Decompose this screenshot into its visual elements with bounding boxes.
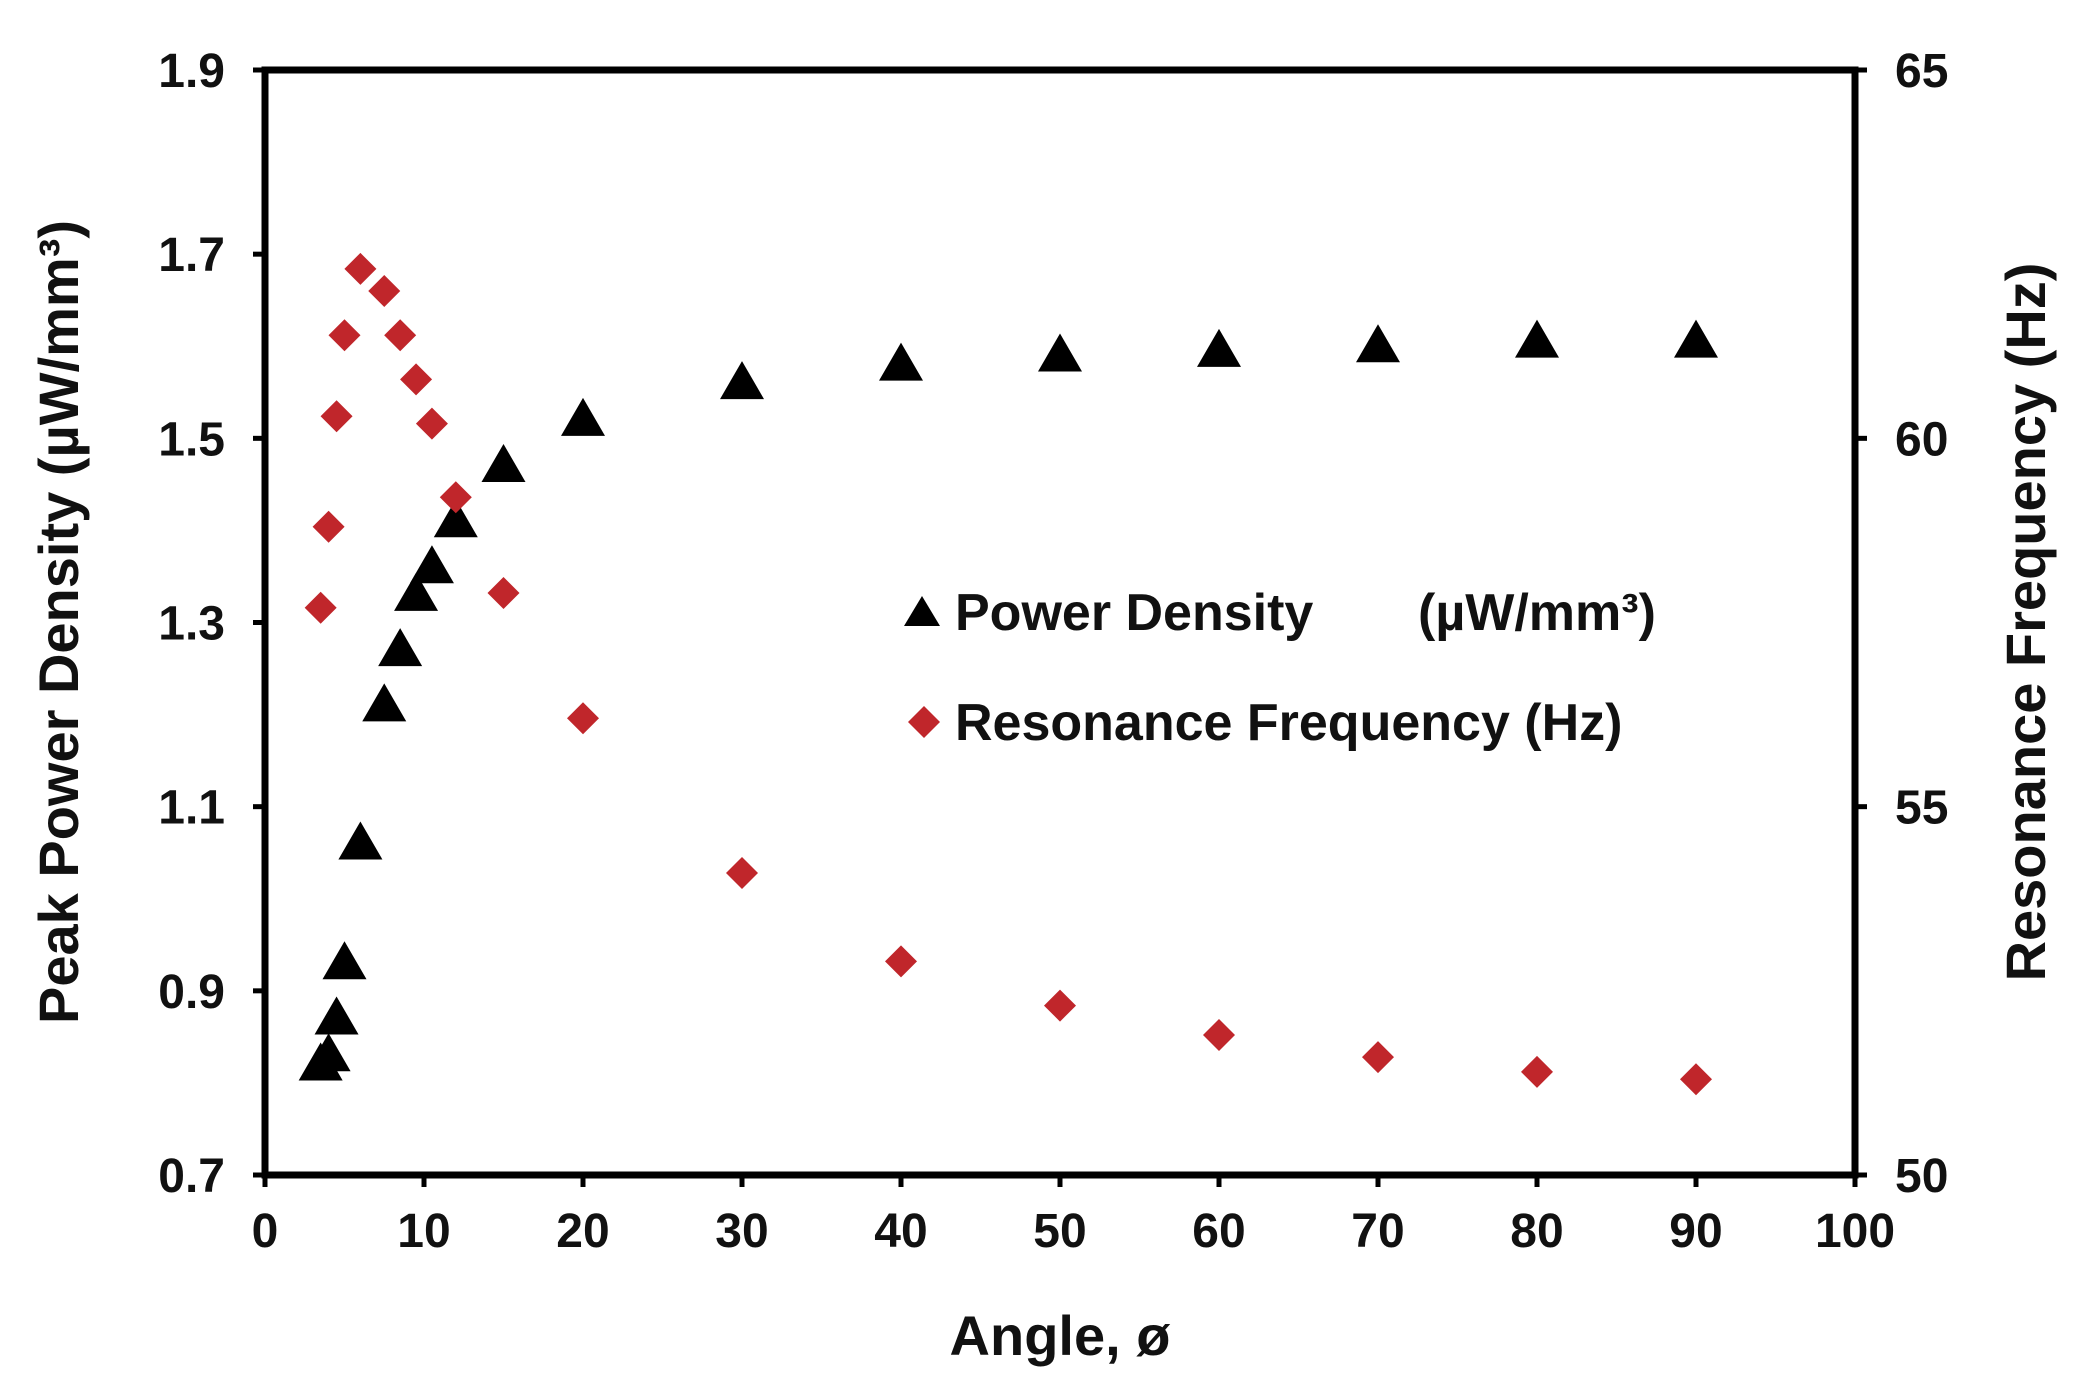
power-density-point [1038, 333, 1082, 372]
resonance-frequency-point [344, 252, 377, 285]
power-density-point [1674, 319, 1718, 358]
right-y-axis-ticks: 50 55 60 65 [1855, 45, 1948, 1203]
x-tick-label: 80 [1510, 1205, 1563, 1258]
x-tick-label: 90 [1669, 1205, 1722, 1258]
legend-unit-power-density: (µW/mm³) [1418, 584, 1656, 642]
resonance-frequency-point [1680, 1063, 1712, 1096]
series-triangle-group [298, 319, 1718, 1081]
power-density-point [1197, 328, 1241, 367]
left-y-tick-label: 0.7 [158, 1150, 225, 1203]
power-density-point [1515, 319, 1559, 358]
legend-triangle-marker [904, 596, 940, 626]
left-y-tick-label: 1.5 [158, 413, 225, 466]
left-y-tick-label: 1.1 [158, 782, 225, 835]
x-tick-label: 40 [874, 1205, 927, 1258]
data-series [298, 252, 1718, 1096]
resonance-frequency-point [400, 363, 433, 396]
x-tick-label: 30 [715, 1205, 768, 1258]
left-y-tick-label: 1.9 [158, 45, 225, 98]
x-axis-title: Angle, ø [950, 1304, 1171, 1367]
resonance-frequency-point [567, 702, 599, 735]
resonance-frequency-point [487, 577, 520, 610]
left-y-tick-label: 0.9 [158, 966, 225, 1019]
right-y-tick-label: 50 [1895, 1150, 1948, 1203]
power-density-point [879, 342, 923, 381]
x-tick-label: 100 [1815, 1205, 1895, 1258]
series-diamond-group [304, 252, 1712, 1096]
power-density-point [306, 1033, 351, 1072]
power-density-point [409, 545, 454, 584]
power-density-point [394, 572, 439, 611]
resonance-frequency-point [368, 275, 401, 307]
power-density-point [433, 499, 478, 538]
power-density-point [362, 683, 407, 722]
power-density-point [561, 397, 605, 436]
x-tick-label: 50 [1033, 1205, 1086, 1258]
resonance-frequency-point [726, 856, 758, 889]
legend-label-resonance-frequency: Resonance Frequency (Hz) [955, 694, 1623, 752]
power-density-point [1356, 324, 1400, 363]
x-tick-label: 60 [1192, 1205, 1245, 1258]
right-y-tick-label: 65 [1895, 45, 1948, 98]
left-y-tick-label: 1.3 [158, 598, 225, 651]
resonance-frequency-point [328, 319, 361, 352]
x-tick-label: 70 [1351, 1205, 1404, 1258]
legend-diamond-marker [908, 706, 940, 738]
left-y-axis-ticks: 0.7 0.9 1.1 1.3 1.5 1.7 1.9 [158, 45, 265, 1203]
resonance-frequency-point [384, 319, 417, 352]
resonance-frequency-point [1521, 1055, 1553, 1088]
resonance-frequency-point [312, 510, 345, 543]
x-tick-label: 10 [397, 1205, 450, 1258]
x-tick-label: 20 [556, 1205, 609, 1258]
power-density-point [314, 996, 359, 1035]
resonance-frequency-point [1362, 1041, 1394, 1074]
power-density-point [481, 443, 526, 482]
power-density-point [378, 628, 423, 667]
right-y-axis-title: Resonance Frequency (Hz) [1994, 263, 2057, 982]
legend: Power Density (µW/mm³) Resonance Frequen… [904, 584, 1656, 752]
resonance-frequency-point [1203, 1019, 1235, 1052]
right-y-tick-label: 55 [1895, 782, 1948, 835]
resonance-frequency-point [1044, 989, 1076, 1022]
resonance-frequency-point [304, 591, 337, 624]
power-density-point [322, 941, 367, 980]
resonance-frequency-point [439, 481, 472, 514]
resonance-frequency-point [320, 400, 353, 433]
left-y-tick-label: 1.7 [158, 229, 225, 282]
power-density-point [720, 361, 764, 400]
right-y-tick-label: 60 [1895, 413, 1948, 466]
power-density-point [338, 821, 383, 860]
x-tick-label: 0 [252, 1205, 279, 1258]
resonance-frequency-point [415, 407, 448, 440]
legend-label-power-density: Power Density [955, 584, 1313, 642]
x-axis-ticks: 0 10 20 30 40 50 60 70 80 90 100 [252, 1175, 1895, 1258]
resonance-frequency-point [885, 945, 917, 978]
left-y-axis-title: Peak Power Density (µW/mm³) [27, 220, 90, 1024]
